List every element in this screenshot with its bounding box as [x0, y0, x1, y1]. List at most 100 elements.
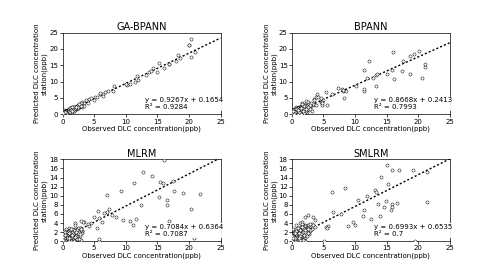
- Point: [59, 112, 67, 116]
- Point: [292, 233, 300, 237]
- Point: [85, 224, 93, 228]
- Point: [296, 238, 304, 242]
- Point: [62, 236, 70, 241]
- Point: [59, 112, 67, 117]
- Point: [302, 225, 310, 229]
- Text: y = 0.9267x + 0.1654
R² = 0.9284: y = 0.9267x + 0.1654 R² = 0.9284: [144, 97, 223, 110]
- Point: [298, 104, 306, 108]
- Y-axis label: Predicted DLC concentration
station(ppb): Predicted DLC concentration station(ppb): [264, 24, 278, 123]
- Point: [300, 234, 308, 239]
- Point: [304, 100, 312, 104]
- Point: [65, 236, 73, 241]
- Point: [62, 110, 70, 115]
- Point: [350, 220, 358, 224]
- Point: [60, 111, 68, 115]
- Point: [290, 112, 298, 116]
- Point: [290, 232, 298, 236]
- Point: [290, 112, 298, 117]
- Point: [292, 236, 300, 241]
- Point: [64, 230, 72, 235]
- Point: [65, 110, 73, 114]
- Point: [288, 237, 296, 242]
- Point: [75, 227, 83, 232]
- Point: [64, 230, 72, 234]
- Point: [298, 107, 306, 111]
- Point: [294, 107, 302, 112]
- Point: [291, 112, 299, 117]
- Point: [72, 104, 80, 109]
- Point: [290, 109, 298, 113]
- Point: [59, 236, 67, 240]
- Point: [60, 234, 68, 238]
- Point: [76, 234, 84, 238]
- Point: [63, 109, 71, 113]
- Point: [296, 110, 304, 114]
- Point: [292, 107, 300, 112]
- Point: [291, 235, 299, 239]
- Point: [64, 234, 72, 238]
- Point: [290, 111, 298, 115]
- Point: [58, 112, 66, 117]
- Point: [288, 110, 296, 114]
- Point: [71, 227, 79, 231]
- Point: [297, 232, 305, 237]
- Point: [291, 239, 299, 243]
- Point: [294, 106, 302, 110]
- Point: [296, 233, 304, 237]
- Point: [63, 109, 71, 114]
- Point: [300, 103, 308, 107]
- Point: [290, 111, 298, 115]
- Point: [60, 236, 68, 240]
- Point: [65, 107, 73, 112]
- Point: [76, 219, 84, 223]
- Point: [292, 112, 300, 116]
- Point: [71, 107, 79, 112]
- Point: [290, 109, 298, 114]
- Point: [74, 103, 82, 108]
- Point: [80, 104, 88, 108]
- Point: [415, 49, 423, 53]
- Point: [296, 109, 304, 113]
- Point: [108, 213, 116, 217]
- Point: [62, 110, 70, 114]
- Point: [60, 111, 68, 115]
- Point: [386, 129, 394, 133]
- Point: [59, 111, 67, 116]
- Point: [192, 50, 200, 54]
- Point: [73, 105, 81, 109]
- Point: [300, 227, 308, 232]
- Point: [295, 110, 303, 115]
- Point: [323, 225, 331, 230]
- Point: [328, 92, 336, 96]
- Point: [363, 76, 371, 80]
- Point: [60, 238, 68, 242]
- Point: [68, 107, 76, 111]
- Point: [371, 188, 379, 192]
- Point: [296, 108, 304, 112]
- Point: [62, 234, 70, 238]
- Point: [67, 108, 75, 112]
- Point: [74, 225, 82, 230]
- Point: [291, 112, 299, 116]
- Point: [291, 109, 299, 114]
- Point: [302, 109, 310, 113]
- Point: [60, 111, 68, 116]
- Point: [388, 67, 396, 72]
- Point: [308, 227, 316, 231]
- Point: [300, 107, 308, 112]
- Point: [291, 235, 299, 239]
- Point: [62, 109, 70, 113]
- Point: [60, 230, 68, 234]
- Point: [61, 109, 69, 114]
- Point: [78, 102, 86, 106]
- Point: [288, 111, 296, 116]
- Point: [73, 104, 81, 108]
- Point: [292, 230, 300, 235]
- Point: [294, 235, 302, 239]
- Point: [76, 104, 84, 108]
- Point: [66, 230, 74, 234]
- Point: [68, 233, 76, 238]
- Point: [64, 233, 72, 238]
- Point: [318, 101, 326, 105]
- Point: [80, 101, 88, 105]
